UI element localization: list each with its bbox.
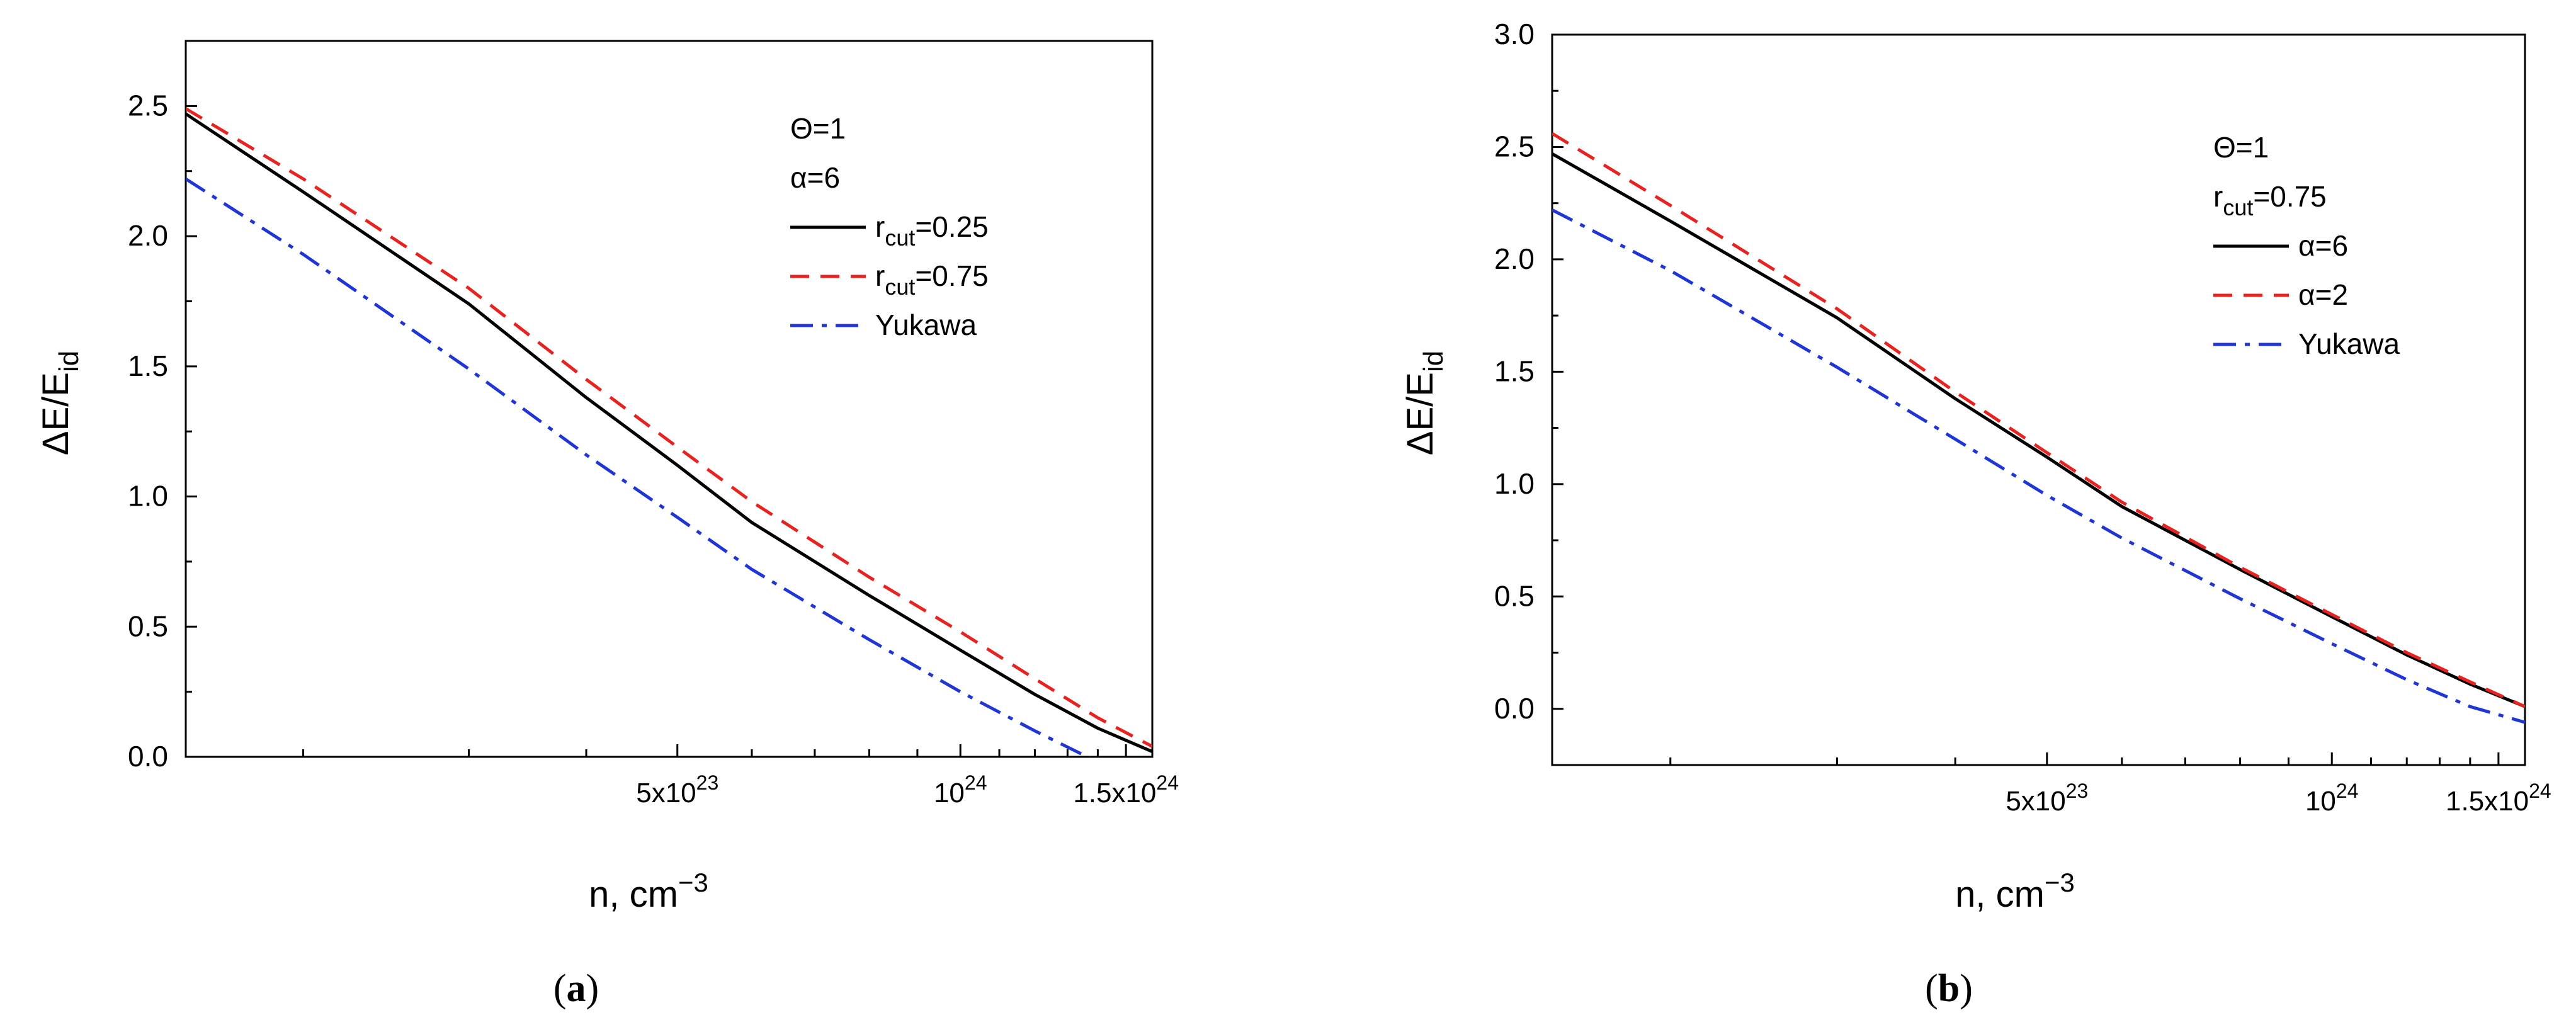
x-tick-label-exponent: 23 (696, 771, 719, 794)
x-tick-label: 1.5x1024 (2446, 780, 2551, 817)
panel-label-open: ( (1925, 967, 1938, 1010)
legend-entry-1: rcut=0.75 (875, 259, 989, 300)
y-tick-label: 1.0 (1494, 467, 1535, 500)
legend-parameter-base: r (2213, 180, 2223, 213)
y-tick-label: 2.0 (1494, 242, 1535, 275)
legend-entry-label: α=6 (2298, 229, 2348, 262)
legend-parameter: Θ=1 (2213, 131, 2269, 164)
legend-entry-subscript: cut (885, 225, 915, 251)
x-axis-label: n, cm−3 (589, 868, 708, 915)
y-tick-label: 0.5 (1494, 579, 1535, 612)
series-line-2 (186, 177, 1091, 757)
legend-entry-0: α=6 (2298, 229, 2348, 262)
legend-entry-label: r (875, 210, 885, 243)
panel-label-letter: b (1938, 967, 1960, 1010)
x-axis-label-base: n, cm (589, 874, 678, 915)
panel-label: (a) (553, 967, 599, 1010)
x-axis-label-base: n, cm (1955, 874, 2045, 915)
y-tick-label: 0.0 (1494, 692, 1535, 725)
y-axis-label-base: ΔE/E (1400, 372, 1441, 455)
legend-parameter: Θ=1 (790, 112, 846, 145)
y-tick-label: 3.0 (1494, 18, 1535, 50)
x-tick-label-exponent: 24 (2529, 780, 2551, 802)
panel-label-close: ) (1960, 967, 1973, 1010)
legend-entry-1: α=2 (2298, 278, 2348, 311)
legend-entry-value: =0.75 (915, 259, 988, 292)
y-tick-label: 1.5 (1494, 354, 1535, 387)
y-axis-label-subscript: id (54, 351, 84, 372)
y-axis-label: ΔE/Eid (35, 351, 84, 455)
legend-entry-value: =0.25 (915, 210, 988, 243)
series-line-1 (186, 107, 1152, 748)
panel-label-close: ) (586, 967, 599, 1010)
x-tick-label-exponent: 24 (965, 771, 987, 794)
legend-parameter-value: =0.75 (2253, 180, 2326, 213)
x-tick-label-base: 5x10 (636, 778, 696, 808)
x-tick-label-exponent: 23 (2066, 780, 2089, 802)
x-tick-label-base: 1.5x10 (1073, 778, 1156, 808)
legend-parameter: rcut=0.75 (2213, 180, 2327, 220)
y-tick-label: 2.5 (128, 89, 168, 122)
panel-label-letter: a (567, 967, 586, 1010)
plot-frame (184, 40, 1154, 758)
panel-label-open: ( (553, 967, 567, 1010)
legend-entry-subscript: cut (885, 274, 915, 300)
legend-entry-label: Yukawa (2298, 327, 2400, 360)
x-axis-label-exponent: −3 (678, 868, 708, 897)
y-tick-label: 1.5 (128, 349, 168, 382)
x-tick-label: 1024 (934, 771, 987, 808)
panel-label: (b) (1925, 967, 1973, 1010)
x-tick-label: 1024 (2305, 780, 2359, 817)
y-axis-label-base: ΔE/E (35, 372, 76, 455)
legend-entry-label: Yukawa (875, 309, 977, 341)
y-axis-label: ΔE/Eid (1400, 351, 1449, 455)
x-tick-label-base: 10 (2305, 786, 2336, 817)
x-axis-label-exponent: −3 (2045, 868, 2075, 897)
legend-entry-label: α=2 (2298, 278, 2348, 311)
series-line-0 (186, 112, 1152, 753)
legend-entry-label: r (875, 259, 885, 292)
x-tick-label-exponent: 24 (1156, 771, 1179, 794)
y-tick-label: 1.0 (128, 480, 168, 513)
y-axis-label-subscript: id (1418, 351, 1449, 372)
legend-parameter: α=6 (790, 161, 840, 194)
x-axis-label: n, cm−3 (1955, 868, 2075, 915)
y-tick-label: 0.0 (128, 740, 168, 773)
x-tick-label-exponent: 24 (2336, 780, 2359, 802)
x-tick-label: 1.5x1024 (1073, 771, 1179, 808)
plot-frame (1551, 33, 2526, 766)
y-tick-label: 2.0 (128, 219, 168, 252)
x-tick-label-base: 10 (934, 778, 965, 808)
series-line-2 (1552, 208, 2525, 724)
series-line-0 (1552, 152, 2525, 708)
x-tick-label: 5x1023 (2006, 780, 2088, 817)
x-tick-label: 5x1023 (636, 771, 718, 808)
legend-entry-0: rcut=0.25 (875, 210, 989, 251)
y-tick-label: 0.5 (128, 610, 168, 642)
legend-entry-2: Yukawa (2298, 327, 2400, 360)
series-line-1 (1552, 132, 2525, 708)
x-tick-label-base: 1.5x10 (2446, 786, 2529, 817)
legend-entry-2: Yukawa (875, 309, 977, 341)
x-tick-label-base: 5x10 (2006, 786, 2065, 817)
y-tick-label: 2.5 (1494, 130, 1535, 162)
legend-parameter-subscript: cut (2223, 195, 2253, 220)
